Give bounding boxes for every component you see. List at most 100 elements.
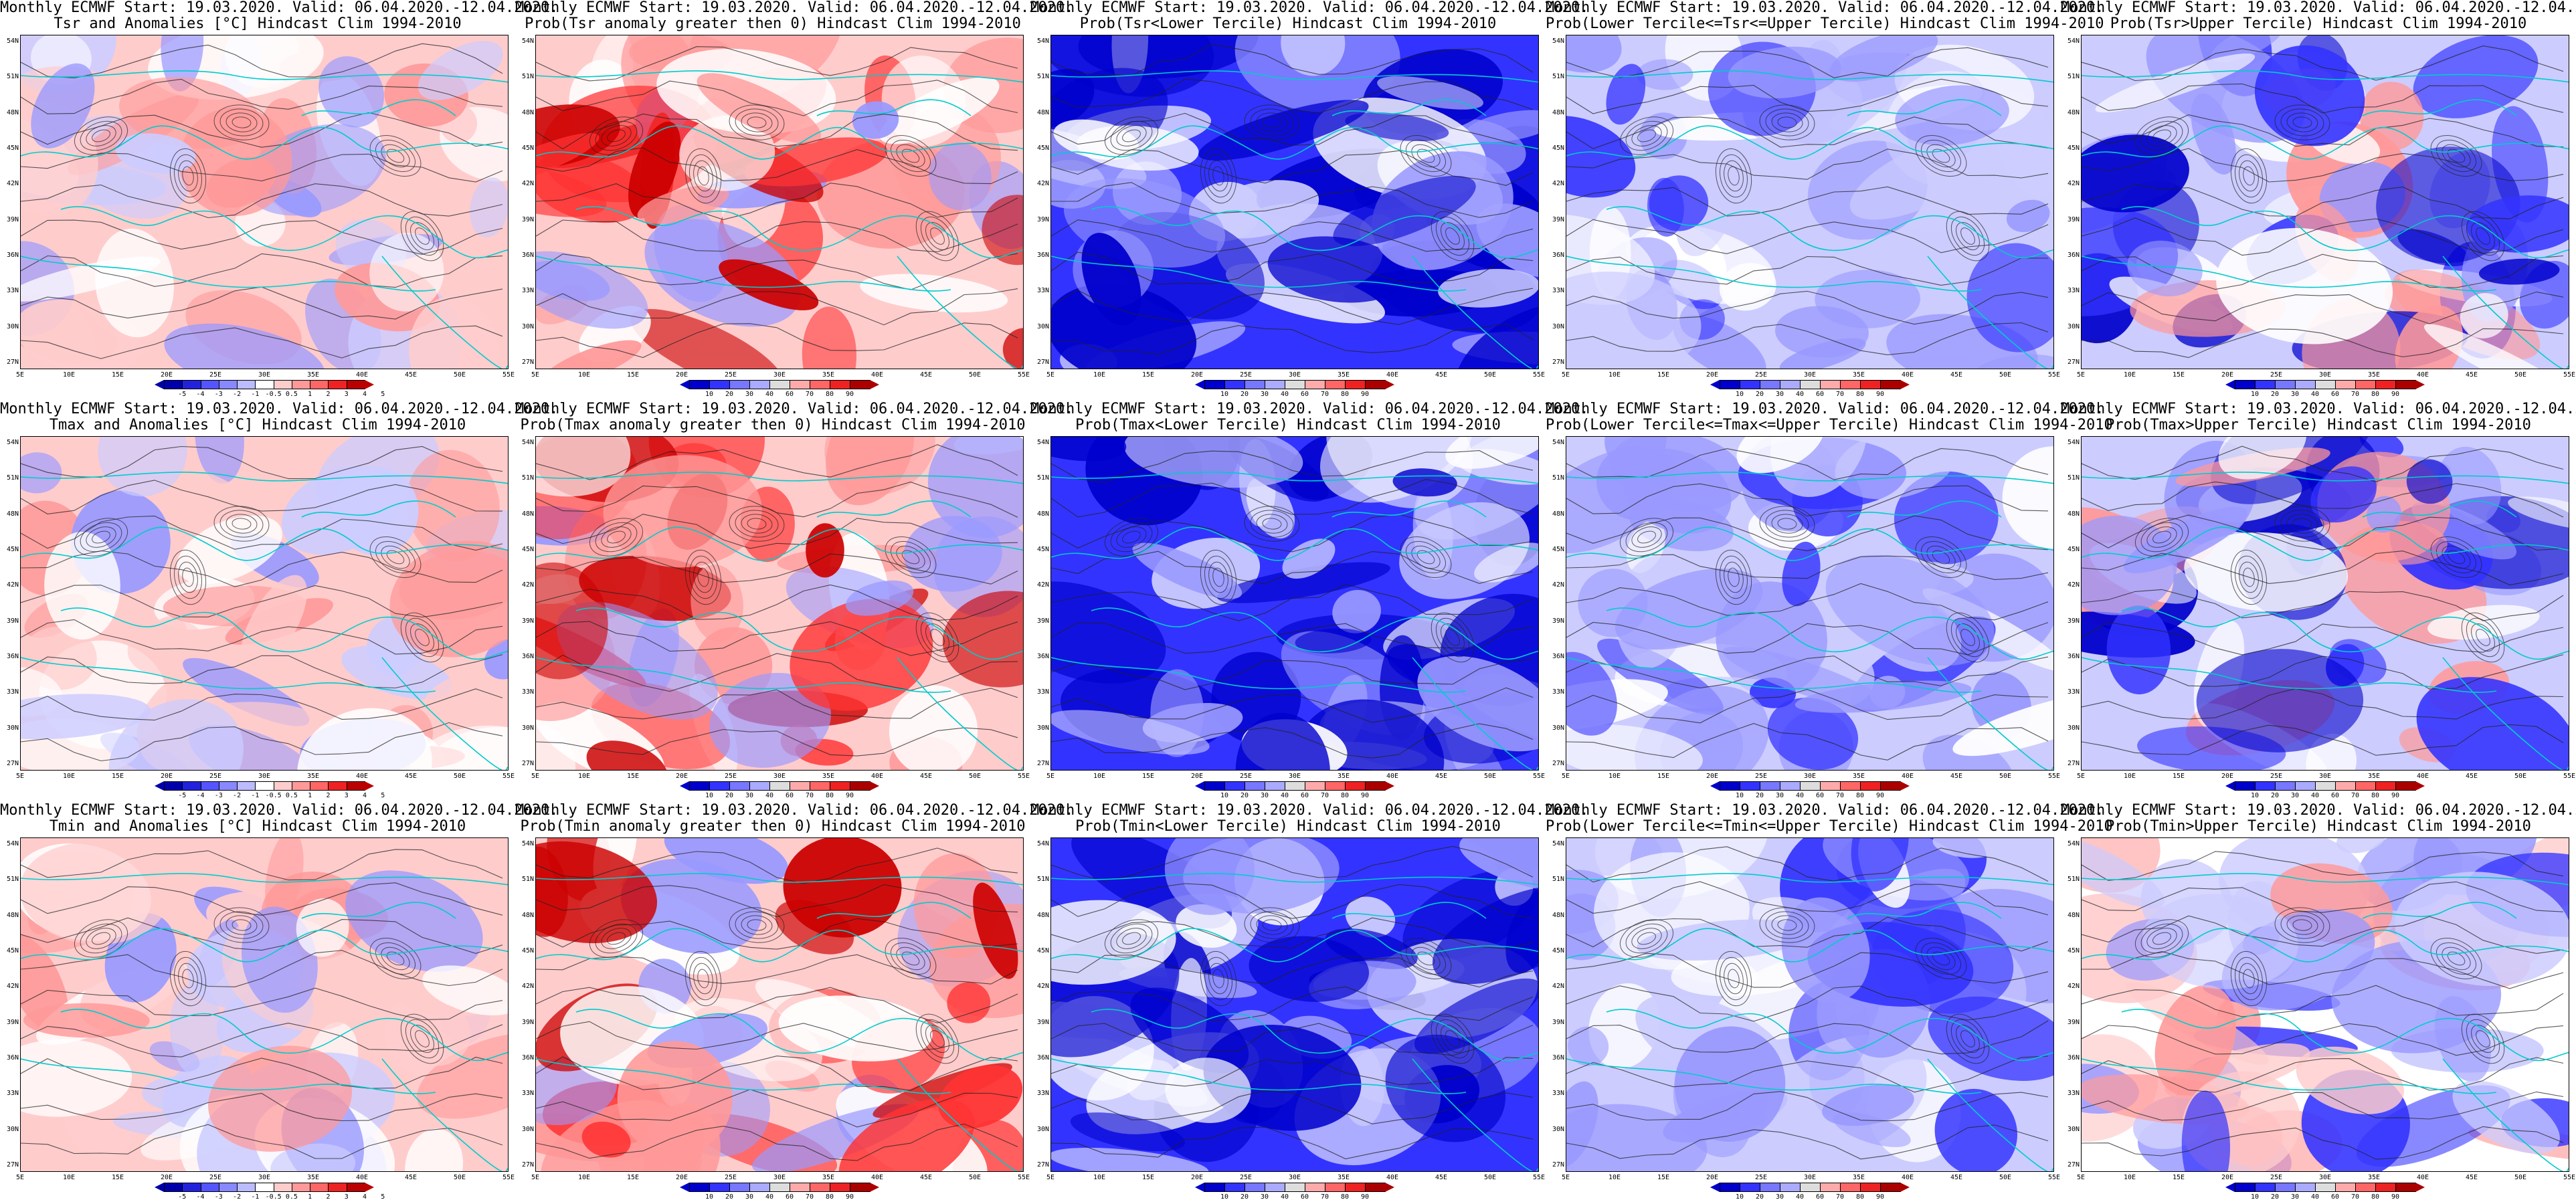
orographic-contour (415, 1030, 430, 1047)
colorbar-max-arrow (2415, 380, 2425, 389)
longitude-label: 20E (675, 773, 688, 780)
orographic-contour (2235, 555, 2263, 599)
orographic-contour (1625, 923, 1668, 954)
shaded-region (265, 838, 304, 923)
panel-header: Monthly ECMWF Start: 19.03.2020. Valid: … (1546, 0, 2104, 16)
orographic-contour (182, 166, 194, 186)
shaded-region (1975, 354, 2053, 369)
forecast-map (2081, 35, 2569, 369)
longitude-label: 40E (355, 371, 369, 379)
coastline (60, 206, 508, 259)
colorbar-label: 90 (1360, 1193, 1370, 1201)
colorbar-segment (164, 1183, 183, 1192)
latitude-label: 30N (6, 724, 19, 732)
colorbar-label: 1 (308, 391, 312, 398)
latitude-label: 51N (521, 876, 534, 884)
orographic-contour (1406, 540, 1446, 574)
colorbar-segment (1204, 1183, 1225, 1192)
colorbar-label: 60 (1815, 1193, 1825, 1201)
latitude-label: 36N (521, 1054, 534, 1062)
orographic-contour (2430, 135, 2482, 177)
contour-line (21, 987, 503, 1021)
orographic-contour (1435, 216, 1470, 256)
latitude-label: 45N (1036, 144, 1049, 152)
shaded-region (1124, 437, 1303, 488)
orographic-contour (219, 108, 264, 136)
orographic-contour (1262, 518, 1282, 530)
longitude-label: 10E (577, 773, 591, 780)
panel-header: Monthly ECMWF Start: 19.03.2020. Valid: … (0, 401, 559, 417)
contour-line (1566, 256, 2049, 286)
latitude-label: 54N (1036, 439, 1049, 446)
colorbar-label: 20 (2270, 391, 2280, 398)
forecast-map (1050, 436, 1539, 771)
coastline (536, 125, 1023, 160)
latitude-label: 42N (521, 180, 534, 188)
shaded-region (169, 983, 223, 1078)
coastline (1566, 657, 1982, 693)
coastline (2442, 1058, 2569, 1171)
colorbar-label: 5 (381, 391, 385, 398)
orographic-contour (1771, 915, 1803, 935)
orographic-contour (891, 942, 931, 975)
latitude-label: 48N (2067, 510, 2080, 518)
colorbar-min-arrow (1195, 1183, 1204, 1192)
panel-title: Prob(Tmin>Upper Tercile) Hindcast Clim 1… (2106, 818, 2531, 835)
contour-line (1051, 514, 1534, 553)
latitude-label: 54N (6, 840, 19, 847)
longitude-label: 25E (209, 773, 222, 780)
colorbar-segment (1780, 380, 1801, 389)
longitude-label: 10E (2123, 371, 2136, 379)
orographic-contour (169, 549, 207, 605)
orographic-contour (601, 928, 632, 949)
panel-header: Monthly ECMWF Start: 19.03.2020. Valid: … (2061, 401, 2576, 417)
contour-line (1051, 78, 1534, 114)
longitude-label: 10E (1093, 773, 1106, 780)
latitude-label: 27N (2067, 1161, 2080, 1169)
latitude-label: 54N (1552, 439, 1564, 446)
latitude-label: 48N (6, 108, 19, 116)
colorbar-label: 30 (1260, 1193, 1269, 1201)
orographic-contour (2152, 129, 2171, 142)
latitude-label: 36N (1036, 1054, 1049, 1062)
colorbar-segment (2235, 1183, 2256, 1192)
contour-line (21, 325, 503, 359)
panel-title: Prob(Tmin anomaly greater then 0) Hindca… (520, 818, 1026, 835)
orographic-contour (1960, 1030, 1975, 1047)
colorbar-segment (790, 1183, 810, 1192)
latitude-label: 39N (6, 1018, 19, 1026)
orographic-contour (595, 120, 638, 151)
latitude-label: 36N (1036, 252, 1049, 259)
contour-line (1566, 186, 2049, 217)
colorbar-label: 0.5 (285, 1193, 298, 1201)
orographic-contour (74, 116, 128, 155)
orographic-contour (1122, 932, 1141, 945)
colorbar-label: 60 (785, 1193, 794, 1201)
orographic-contour (400, 612, 444, 663)
colorbar-segment (1345, 380, 1366, 389)
orographic-contour (1416, 550, 1435, 565)
shaded-region (2142, 894, 2298, 989)
coastline (21, 70, 508, 83)
colorbar-label: 20 (2270, 792, 2280, 799)
colorbar-label: 80 (825, 391, 834, 398)
orographic-contour (2239, 160, 2259, 192)
orographic-contour (901, 148, 920, 163)
colorbar-segment (1820, 380, 1841, 389)
shaded-region (1281, 35, 1346, 76)
colorbar-segment (1204, 781, 1225, 791)
colorbar-label: 80 (2371, 1193, 2380, 1201)
orographic-contour (1637, 530, 1656, 544)
shaded-region (679, 115, 775, 191)
colorbar-label: 80 (2371, 391, 2380, 398)
shaded-region (406, 449, 500, 561)
latitude-label: 30N (1036, 322, 1049, 330)
shaded-region (889, 685, 978, 770)
colorbar-label: 30 (1775, 1193, 1784, 1201)
shaded-region (947, 982, 991, 1023)
shaded-region (195, 437, 244, 484)
longitude-label: 15E (111, 371, 124, 379)
coastline (2121, 607, 2569, 660)
colorbar-segment (749, 380, 770, 389)
colorbar-segment (2295, 781, 2316, 791)
